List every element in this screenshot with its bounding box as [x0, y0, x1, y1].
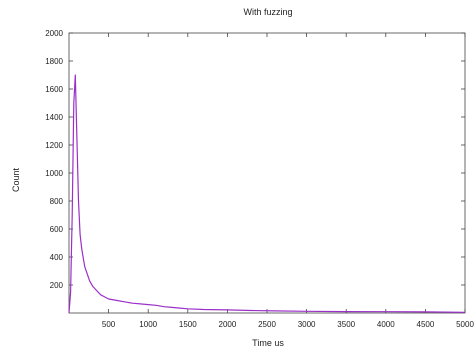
x-tick-label: 2000 [219, 320, 237, 329]
y-tick-label: 200 [50, 281, 64, 290]
y-axis-label: Count [11, 168, 21, 193]
axis-ticks: 500 1000 1500 2000 2500 3000 3500 4000 4500 5000 2… [45, 29, 474, 329]
y-tick-label: 1400 [45, 113, 63, 122]
y-tick-label: 600 [50, 225, 64, 234]
x-tick-label: 1000 [139, 320, 157, 329]
x-axis-label: Time us [252, 338, 284, 348]
y-tick-label: 800 [50, 197, 64, 206]
x-tick-label: 4500 [417, 320, 435, 329]
y-tick-label: 1000 [45, 169, 63, 178]
chart-title: With fuzzing [243, 7, 292, 17]
x-tick-label: 3500 [337, 320, 355, 329]
x-tick-label: 500 [102, 320, 116, 329]
x-tick-label: 4000 [377, 320, 395, 329]
x-tick-label: 1500 [179, 320, 197, 329]
x-tick-label: 2500 [258, 320, 276, 329]
y-tick-label: 400 [50, 253, 64, 262]
y-tick-label: 1200 [45, 141, 63, 150]
x-tick-label: 5000 [456, 320, 474, 329]
plot-area [68, 32, 466, 314]
y-tick-label: 2000 [45, 29, 63, 38]
x-tick-label: 3000 [298, 320, 316, 329]
y-tick-label: 1600 [45, 85, 63, 94]
series-line [68, 74, 466, 314]
y-tick-label: 1800 [45, 57, 63, 66]
